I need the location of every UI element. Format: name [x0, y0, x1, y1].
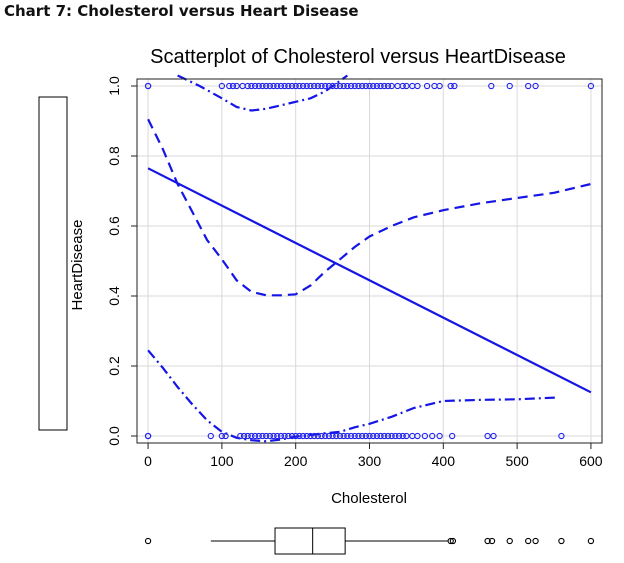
x-tick-label: 200: [284, 453, 308, 469]
boxplot-outlier: [507, 538, 512, 543]
x-tick-label: 500: [505, 453, 529, 469]
grid-lines: [137, 79, 602, 443]
x-axis-label: Cholesterol: [331, 490, 407, 507]
boxplot-outlier: [526, 538, 531, 543]
fit-line-upper-band: [178, 76, 348, 111]
boxplot-box: [275, 528, 345, 554]
y-tick-label: 1.0: [106, 76, 122, 96]
y-tick-label: 0.4: [106, 286, 122, 306]
y-tick-label: 0.0: [106, 426, 122, 446]
x-tick-label: 600: [579, 453, 603, 469]
boxplot-outlier: [588, 538, 593, 543]
y-tick-label: 0.2: [106, 356, 122, 376]
x-marginal-boxplot: [145, 528, 593, 554]
boxplot-outlier: [145, 538, 150, 543]
x-tick-label: 100: [210, 453, 234, 469]
y-axis-label: HeartDisease: [69, 220, 86, 311]
y-axis: 0.0 0.2 0.4 0.6 0.8 1.0: [106, 76, 137, 446]
chart-title: Scatterplot of Cholesterol versus HeartD…: [150, 46, 566, 68]
boxplot-outlier: [533, 538, 538, 543]
y-tick-label: 0.8: [106, 146, 122, 166]
boxplot-outlier: [559, 538, 564, 543]
fit-line-lower-band: [148, 350, 558, 441]
x-tick-label: 0: [144, 453, 152, 469]
y-tick-label: 0.6: [106, 216, 122, 236]
x-axis: 0 100 200 300 400 500 600: [144, 443, 603, 469]
x-tick-label: 300: [358, 453, 382, 469]
y-marginal-box: [39, 97, 67, 430]
x-tick-label: 400: [432, 453, 456, 469]
